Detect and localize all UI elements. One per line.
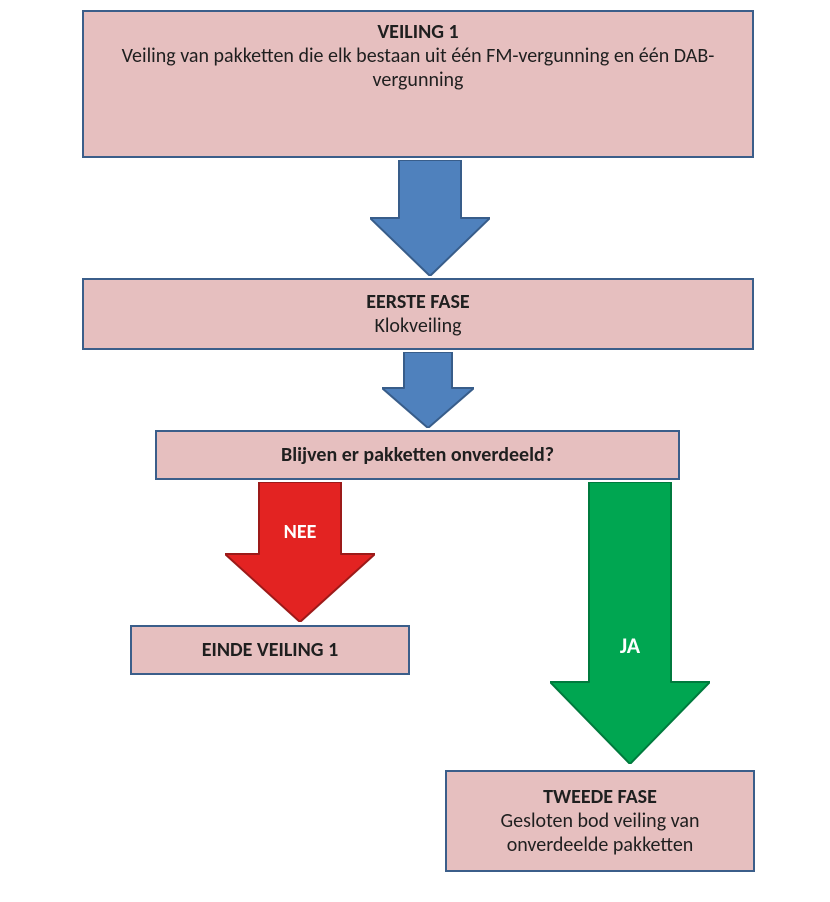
box-tweede-fase: TWEEDE FASE Gesloten bod veiling van onv…: [445, 770, 755, 872]
arrow-nee: NEE: [225, 482, 375, 622]
arrow-ja-svg: [550, 482, 710, 764]
arrow-nee-label: NEE: [225, 520, 375, 544]
box-eerste-fase: EERSTE FASE Klokveiling: [82, 278, 754, 350]
arrow-blue-1-svg: [370, 160, 490, 276]
box-eerste-fase-subtitle: Klokveiling: [374, 314, 461, 338]
box-veiling1-title: VEILING 1: [377, 20, 458, 44]
box-vraag: Blijven er pakketten onverdeeld?: [155, 430, 680, 480]
box-tweede-fase-subtitle: Gesloten bod veiling van onverdeelde pak…: [457, 809, 743, 857]
box-einde-title: EINDE VEILING 1: [202, 638, 338, 662]
arrow-blue-2-svg: [382, 352, 474, 428]
arrow-blue-2: [382, 352, 474, 428]
box-einde: EINDE VEILING 1: [130, 625, 410, 675]
box-veiling1: VEILING 1 Veiling van pakketten die elk …: [82, 10, 754, 158]
arrow-ja: JA: [550, 482, 710, 764]
box-veiling1-subtitle: Veiling van pakketten die elk bestaan ui…: [94, 44, 742, 92]
box-tweede-fase-title: TWEEDE FASE: [543, 785, 657, 809]
arrow-blue-1: [370, 160, 490, 276]
box-eerste-fase-title: EERSTE FASE: [366, 290, 469, 314]
arrow-nee-svg: [225, 482, 375, 622]
box-vraag-title: Blijven er pakketten onverdeeld?: [281, 443, 554, 467]
arrow-ja-label: JA: [550, 632, 710, 659]
